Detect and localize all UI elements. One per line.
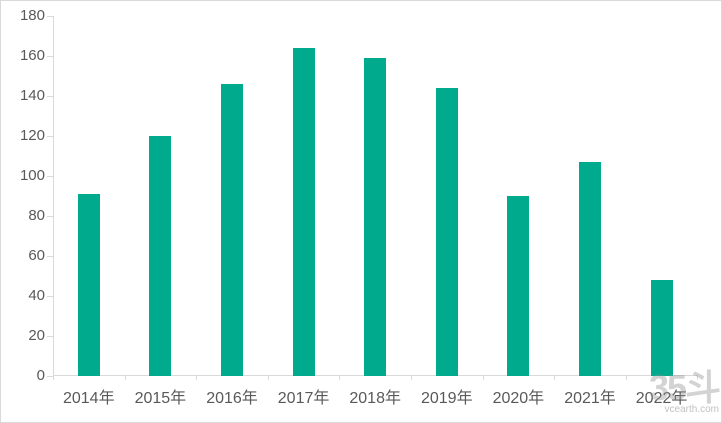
x-tick-label: 2021年 bbox=[564, 390, 616, 407]
y-tick bbox=[47, 376, 53, 377]
y-tick bbox=[47, 256, 53, 257]
y-tick bbox=[47, 336, 53, 337]
x-tick-label: 2016年 bbox=[206, 390, 258, 407]
x-tick bbox=[196, 375, 198, 380]
bar-2015年 bbox=[149, 136, 172, 376]
x-tick bbox=[339, 375, 341, 380]
y-tick bbox=[47, 176, 53, 177]
y-tick-label: 20 bbox=[28, 327, 45, 344]
y-tick-label: 140 bbox=[19, 87, 45, 104]
bar-2020年 bbox=[507, 196, 530, 376]
y-tick-label: 40 bbox=[28, 287, 45, 304]
x-tick bbox=[124, 375, 126, 380]
x-tick-label: 2015年 bbox=[134, 390, 187, 407]
x-tick bbox=[482, 375, 484, 380]
bar-2018年 bbox=[364, 58, 387, 376]
bar-2022年 bbox=[650, 280, 673, 376]
x-tick bbox=[411, 375, 412, 380]
x-tick bbox=[554, 375, 556, 380]
x-tick bbox=[625, 375, 627, 380]
y-tick bbox=[47, 16, 53, 17]
x-tick-label: 2014年 bbox=[62, 390, 115, 407]
bar-2021年 bbox=[579, 162, 601, 376]
y-tick-label: 160 bbox=[19, 47, 45, 64]
y-axis-line bbox=[53, 16, 54, 376]
y-tick-label: 0 bbox=[36, 367, 45, 384]
x-tick bbox=[697, 375, 699, 380]
y-tick bbox=[47, 136, 53, 137]
bar-2016年 bbox=[221, 84, 243, 376]
y-tick bbox=[47, 96, 53, 97]
x-tick-label: 2018年 bbox=[349, 390, 401, 407]
bar-2017年 bbox=[292, 48, 315, 376]
y-tick-label: 80 bbox=[28, 207, 45, 224]
y-tick-label: 100 bbox=[19, 167, 45, 184]
y-tick-label: 120 bbox=[19, 127, 45, 144]
x-tick-label: 2019年 bbox=[420, 390, 473, 407]
y-tick bbox=[47, 216, 53, 217]
bar-2019年 bbox=[435, 88, 458, 376]
y-tick bbox=[47, 296, 53, 297]
bar-2014年 bbox=[77, 194, 100, 376]
y-tick-label: 60 bbox=[28, 247, 45, 264]
x-tick-label: 2017年 bbox=[277, 390, 330, 407]
x-tick bbox=[53, 375, 54, 380]
y-tick bbox=[47, 56, 53, 57]
x-tick-label: 2022年 bbox=[635, 390, 688, 407]
x-tick bbox=[267, 375, 269, 380]
y-tick-label: 180 bbox=[19, 7, 45, 24]
x-tick-label: 2020年 bbox=[492, 390, 545, 407]
